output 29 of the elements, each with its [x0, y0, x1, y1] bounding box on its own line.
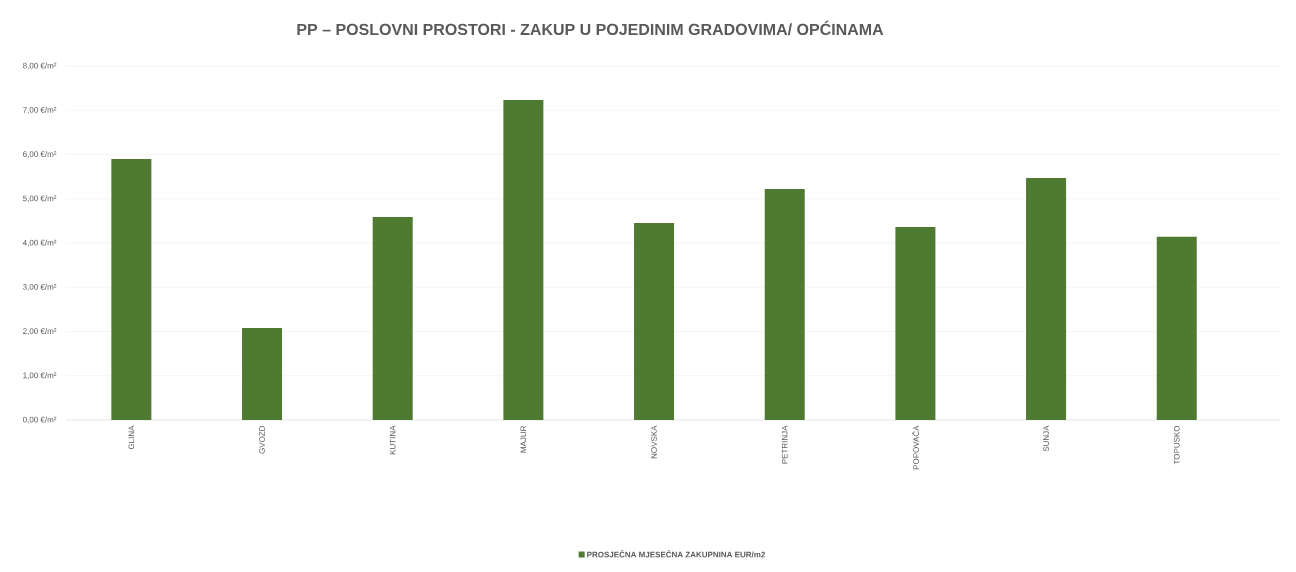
chart-title: PP – POSLOVNI PROSTORI - ZAKUP U POJEDINIM GRADOVIMA/ OPĆINAMA — [297, 20, 884, 36]
x-tick-label: GLINA — [128, 425, 135, 450]
y-tick-label: 0,00 €/m² — [23, 416, 57, 424]
x-tick-label: KUTINA — [389, 425, 396, 455]
x-tick-label: NOVSKA — [651, 425, 657, 459]
y-tick-label: 7,00 €/m² — [23, 106, 57, 114]
y-tick-label: 5,00 €/m² — [23, 195, 57, 203]
bar — [1156, 236, 1197, 420]
y-tick-label: 4,00 €/m² — [22, 239, 57, 247]
bar — [764, 189, 805, 420]
bar — [1026, 177, 1067, 420]
x-tick-label: MAJUR — [520, 425, 527, 453]
y-tick-label: 3,00 €/m² — [22, 283, 57, 291]
x-tick-label: TOPUSKO — [1173, 425, 1180, 465]
legend-label: PROSJEČNA MJESEČNA ZAKUPNINA EUR/m2 — [587, 550, 765, 558]
x-tick-label: POPOVAČA — [911, 425, 919, 470]
bar — [372, 216, 413, 420]
x-tick-label: GVOZD — [259, 425, 265, 454]
bar — [111, 158, 152, 420]
bar — [634, 223, 675, 420]
bar — [895, 227, 936, 420]
y-tick-label: 6,00 €/m² — [23, 151, 57, 158]
bar — [503, 100, 544, 420]
x-tick-label: PETRINJA — [781, 425, 788, 464]
y-tick-label: 8,00 €/m² — [23, 62, 57, 70]
y-tick-label: 1,00 €/m² — [23, 372, 57, 380]
bar — [242, 327, 283, 420]
y-tick-label: 2,00 €/m² — [23, 328, 57, 335]
x-tick-label: SUNJA — [1043, 425, 1049, 452]
